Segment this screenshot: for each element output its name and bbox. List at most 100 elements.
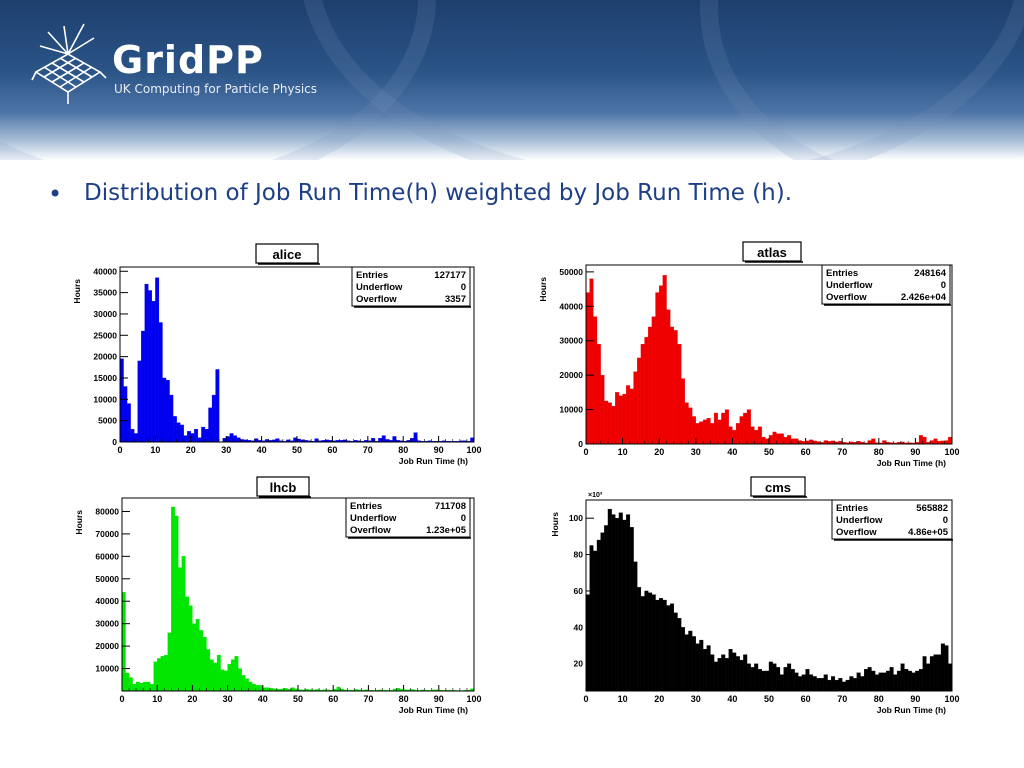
x-tick-label: 100 xyxy=(466,445,481,455)
x-tick-label: 0 xyxy=(583,447,588,457)
stats-key: Overflow xyxy=(350,525,391,536)
histogram-bar xyxy=(589,545,594,692)
stats-value: 1.23e+05 xyxy=(426,525,467,536)
histogram-bar xyxy=(226,436,230,443)
histogram-bar xyxy=(918,435,923,445)
histogram-bar xyxy=(845,679,850,692)
x-tick-label: 60 xyxy=(801,447,811,457)
histogram-bar xyxy=(162,377,167,443)
histogram-bar xyxy=(768,435,773,445)
histogram-bar xyxy=(197,437,202,443)
histogram-bar xyxy=(907,670,912,692)
histogram-bar xyxy=(618,395,623,445)
histogram-bar xyxy=(706,418,711,445)
histogram-bar xyxy=(871,438,876,445)
histogram-bar xyxy=(637,587,642,692)
histogram-bar xyxy=(648,592,653,692)
histogram-bar xyxy=(684,402,689,445)
histogram-bar xyxy=(944,645,949,692)
x-tick-label: 100 xyxy=(944,694,959,704)
y-axis-label: Hours xyxy=(72,279,82,304)
histogram-bar xyxy=(190,433,195,443)
histogram-bar xyxy=(216,654,221,692)
histogram-bar xyxy=(600,375,605,445)
y-tick-label: 0 xyxy=(112,437,117,447)
chart-title: alice xyxy=(273,247,302,262)
histogram-bar xyxy=(648,326,653,445)
histogram-bar xyxy=(622,519,627,692)
y-tick-label: 25000 xyxy=(93,330,117,340)
histogram-bar xyxy=(615,392,620,445)
histogram-bar xyxy=(622,393,627,445)
histogram-bar xyxy=(201,426,206,443)
histogram-bar xyxy=(659,285,664,445)
histogram-bar xyxy=(717,658,722,692)
y-tick-label: 30000 xyxy=(95,619,119,629)
histogram-bar xyxy=(662,599,667,692)
x-tick-label: 40 xyxy=(727,447,737,457)
histogram-bar xyxy=(787,435,792,445)
histogram-bar xyxy=(732,430,737,445)
histogram-bar xyxy=(728,426,733,445)
title-box xyxy=(256,476,310,497)
histogram-bar xyxy=(779,674,784,692)
stats-box xyxy=(351,266,471,307)
histogram-bar xyxy=(922,656,927,692)
stats-value: 248164 xyxy=(914,268,946,279)
stats-box xyxy=(831,499,953,540)
y-tick-label: 15000 xyxy=(93,373,117,383)
histogram-bar xyxy=(893,674,898,692)
histogram-bar xyxy=(816,678,821,692)
histogram-bar xyxy=(188,605,193,692)
stats-value: 0 xyxy=(461,513,466,524)
histogram-bar xyxy=(948,436,953,445)
histogram-bar xyxy=(180,424,184,443)
histogram-bar xyxy=(743,654,748,692)
title-box xyxy=(750,476,806,497)
histogram-bar xyxy=(750,426,755,445)
y-tick-label: 10000 xyxy=(95,664,119,674)
stats-key: Underflow xyxy=(826,280,873,291)
x-axis-label: Job Run Time (h) xyxy=(399,705,468,715)
histogram-bar xyxy=(259,685,263,692)
x-tick-label: 50 xyxy=(764,694,774,704)
histogram-lhcb: 0 10 20 30 40 50 60 70 80 90 100 10000 20000 30000 400… xyxy=(74,476,482,715)
histogram-bar xyxy=(290,687,295,692)
stats-value: 711708 xyxy=(435,501,466,512)
histogram-bar xyxy=(227,663,232,692)
histogram-bar xyxy=(644,590,649,692)
histogram-bar xyxy=(644,337,649,445)
histogram-bar xyxy=(765,438,770,445)
histogram-bar xyxy=(229,433,234,443)
histogram-bar xyxy=(153,661,158,692)
histogram-bar xyxy=(637,357,642,445)
histogram-bar xyxy=(195,619,200,692)
stats-value: 0 xyxy=(941,280,946,291)
histogram-bar xyxy=(809,674,814,692)
histogram-bar xyxy=(633,561,638,692)
y-tick-label: 30000 xyxy=(559,336,583,346)
histogram-bar xyxy=(600,532,605,692)
histogram-bar xyxy=(874,674,879,692)
logo-subtitle: UK Computing for Particle Physics xyxy=(114,82,318,96)
y-tick-label: 80000 xyxy=(95,506,119,516)
histogram-bar xyxy=(148,290,153,443)
histogram-bar xyxy=(194,429,199,443)
stats-key: Underflow xyxy=(836,515,883,526)
histogram-bar xyxy=(765,670,770,692)
histogram-bar xyxy=(787,663,792,692)
histogram-bar xyxy=(618,512,623,692)
x-tick-label: 50 xyxy=(764,447,774,457)
histogram-bar xyxy=(470,437,475,443)
histogram-panel: 0 10 20 30 40 50 60 70 80 90 100 0 5000 10000 15000 200… xyxy=(54,222,1006,722)
histogram-bar xyxy=(596,539,601,692)
histogram-bar xyxy=(137,360,142,443)
x-tick-label: 0 xyxy=(119,694,124,704)
histogram-bar xyxy=(783,436,788,445)
histogram-bar xyxy=(798,676,803,692)
histogram-bar xyxy=(172,416,177,443)
y-tick-label: 0 xyxy=(578,439,583,449)
histogram-bar xyxy=(772,431,777,445)
histogram-bar xyxy=(255,685,260,692)
histogram-bar xyxy=(202,636,207,692)
